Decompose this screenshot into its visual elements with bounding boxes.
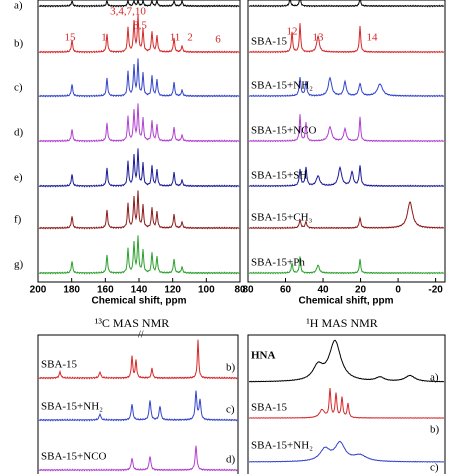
peak-label: 14 — [367, 32, 379, 44]
row-label: SBA-15+Ph — [251, 257, 305, 269]
row-tag: c) — [430, 462, 439, 474]
x-tick-label: 120 — [164, 285, 181, 296]
peak-label: 11 — [170, 32, 181, 44]
row-tag: b) — [430, 424, 440, 436]
x-tick-label: 20 — [355, 285, 367, 296]
row-label: f) — [14, 214, 22, 226]
peak-label: 15 — [65, 32, 77, 44]
row-label: HNA — [251, 350, 276, 362]
row-label: b) — [14, 38, 24, 50]
row-label: SBA-15 — [251, 36, 288, 48]
spectrum — [248, 76, 445, 98]
spectrum — [38, 445, 238, 472]
row-label: SBA-15+NCO — [251, 125, 317, 137]
row-label: SBA-15+NH₂ — [251, 440, 313, 452]
peak-label: 13 — [313, 32, 325, 44]
x-axis-label: Chemical shift, ppm — [91, 296, 186, 307]
spectrum — [248, 0, 445, 8]
row-label: SBA-15+NH₂ — [251, 80, 313, 92]
row-tag: d) — [226, 454, 236, 466]
spectrum — [38, 0, 240, 8]
spectrum — [38, 58, 240, 98]
row-tag: c) — [226, 404, 235, 416]
x-tick-label: 40 — [317, 285, 329, 296]
spectrum — [248, 388, 444, 419]
spectrum — [248, 114, 445, 143]
row-label: SBA-15 — [41, 359, 78, 371]
peak-label: 8,5 — [133, 20, 147, 32]
x-tick-label: -20 — [428, 285, 443, 296]
spectrum — [38, 390, 238, 422]
x-axis-label: Chemical shift, ppm — [298, 296, 393, 307]
x-tick-label: 160 — [97, 285, 114, 296]
peak-label: 2 — [187, 32, 193, 44]
x-tick-label: 180 — [63, 285, 80, 296]
row-tag: a) — [430, 372, 439, 384]
row-label: g) — [14, 259, 24, 271]
peak-label: 12 — [287, 26, 298, 38]
x-tick-label: 100 — [198, 285, 215, 296]
row-label: SBA-15+CH₃ — [251, 212, 313, 224]
spectrum — [248, 201, 445, 230]
row-label: e) — [14, 172, 23, 184]
x-tick-label: 80 — [242, 285, 254, 296]
axis-break: // — [138, 329, 144, 340]
peak-label: 1 — [101, 32, 107, 44]
row-label: SBA-15+NH₂ — [41, 401, 103, 413]
spectrum — [248, 165, 445, 188]
spectrum — [248, 256, 445, 275]
panel-frame — [247, 0, 446, 283]
x-tick-label: 0 — [395, 285, 401, 296]
spectrum — [38, 190, 240, 230]
x-tick-label: 200 — [30, 285, 47, 296]
spectrum — [38, 148, 240, 188]
panel-title: ¹³C MAS NMR — [95, 316, 170, 330]
peak-label: 6 — [215, 34, 221, 46]
row-label: SBA-15 — [251, 402, 288, 414]
spectrum — [248, 23, 445, 54]
panel-frame — [37, 334, 239, 474]
x-tick-label: 80 — [234, 285, 246, 296]
row-label: a) — [14, 0, 23, 12]
row-label: c) — [14, 82, 23, 94]
spectrum — [38, 103, 240, 143]
row-label: SBA-15+NCO — [41, 451, 107, 463]
panel-title: ¹H MAS NMR — [306, 316, 378, 330]
spectrum — [248, 440, 444, 463]
spectrum — [38, 14, 240, 54]
row-label: SBA-15+SH — [251, 170, 307, 182]
panel-frame — [247, 334, 446, 474]
spectrum — [38, 235, 240, 275]
spectrum — [38, 339, 238, 380]
x-tick-label: 140 — [131, 285, 148, 296]
row-label: d) — [14, 127, 24, 139]
spectrum — [248, 339, 444, 383]
row-tag: b) — [226, 362, 236, 374]
peak-label: 3,4,7,10 — [110, 6, 146, 18]
x-tick-label: 60 — [280, 285, 292, 296]
